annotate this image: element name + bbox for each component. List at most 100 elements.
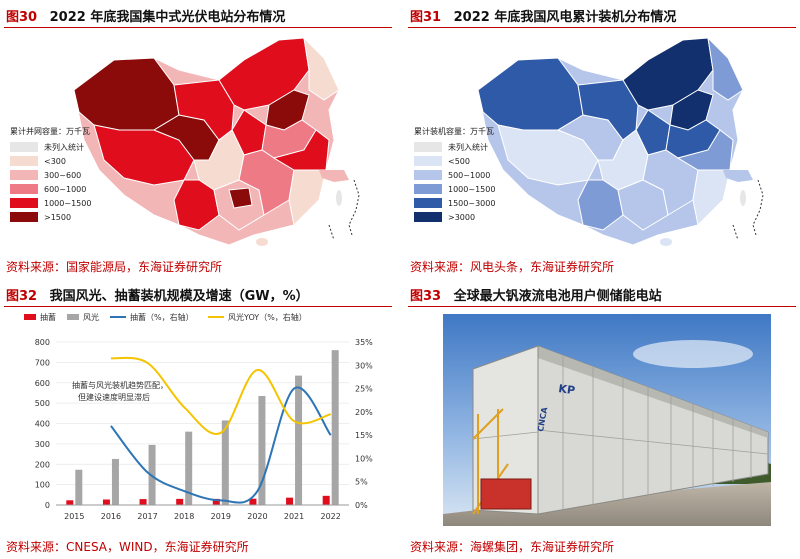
legend-swatch-0	[414, 142, 442, 152]
chart-annotation-line1: 抽蓄与风光装机趋势匹配，	[72, 380, 168, 390]
figure-30-legend-title: 累计并网容量：万千瓦	[10, 126, 90, 136]
y-left-tick-label: 300	[35, 440, 50, 449]
map-region-tibet	[497, 124, 599, 186]
line-pumped-storage-growth	[110, 386, 332, 504]
figure-31-title-text: 2022 年底我国风电累计装机分布情况	[453, 10, 677, 25]
y-right-tick-label: 15%	[355, 431, 373, 440]
legend-label-5: >3000	[448, 213, 475, 222]
y-left-tick-label: 700	[35, 358, 50, 367]
bar-pumped-storage	[139, 499, 147, 505]
photo-sign-kp: KP	[558, 382, 576, 397]
map-region-inner-mongolia	[622, 37, 714, 111]
map-region-northeast	[303, 36, 340, 101]
figure-32-title: 图32 我国风光、抽蓄装机规模及增速（GW，%）	[6, 285, 309, 304]
legend-label: 抽蓄	[40, 312, 56, 322]
legend-swatch-2	[10, 170, 38, 180]
legend-label-3: 1000~1500	[448, 185, 495, 194]
figure-30-title-text: 2022 年底我国集中式光伏电站分布情况	[49, 10, 286, 25]
bar-pumped-storage	[66, 500, 74, 505]
legend-swatch-3	[10, 184, 38, 194]
legend-swatch-1	[10, 156, 38, 166]
legend-label-5: >1500	[44, 213, 71, 222]
figure-32-source: 资料来源：CNESA，WIND，东海证券研究所	[6, 540, 249, 554]
map-region-taiwan	[740, 190, 746, 206]
legend-label-4: 1500~3000	[448, 199, 495, 208]
figure-32-number: 图32	[6, 289, 38, 304]
map-region-southeast	[288, 169, 327, 227]
legend-swatch	[24, 314, 36, 320]
legend-swatch-2	[414, 170, 442, 180]
y-right-tick-label: 35%	[355, 338, 373, 347]
bar-pumped-storage	[322, 495, 330, 505]
x-tick-label: 2015	[64, 512, 84, 521]
y-left-tick-label: 100	[35, 481, 50, 490]
bar-pumped-storage	[176, 498, 184, 505]
legend-label-1: <500	[448, 157, 470, 166]
legend-swatch-1	[414, 156, 442, 166]
figure-31-title: 图31 2022 年底我国风电累计装机分布情况	[410, 6, 676, 25]
figure-33-number: 图33	[410, 289, 442, 304]
x-tick-label: 2022	[321, 512, 341, 521]
map-region-southeast	[692, 169, 731, 227]
figure-31-source: 资料来源：风电头条，东海证券研究所	[410, 260, 615, 274]
map-region-hainan	[660, 238, 672, 246]
y-left-tick-label: 0	[45, 501, 50, 510]
figure-33-title: 图33 全球最大钒液流电池用户侧储能电站	[410, 285, 662, 304]
x-tick-label: 2016	[101, 512, 121, 521]
y-right-tick-label: 0%	[355, 501, 368, 510]
map-region-inner-mongolia	[218, 37, 310, 111]
bar-pumped-storage	[249, 498, 257, 505]
y-right-tick-label: 25%	[355, 385, 373, 394]
legend-label: 抽蓄（%，右轴）	[130, 312, 194, 322]
bar-wind-solar	[111, 458, 119, 505]
legend-label-2: 500~1000	[448, 171, 490, 180]
photo-sign-cnca: CNCA	[536, 406, 549, 433]
y-right-tick-label: 5%	[355, 478, 368, 487]
y-right-tick-label: 20%	[355, 408, 373, 417]
legend-label: 风光YOY（%，右轴）	[228, 312, 307, 322]
map-region-yunnan	[173, 179, 220, 231]
chart-legend: 抽蓄 风光 抽蓄（%，右轴） 风光YOY（%，右轴）	[24, 312, 307, 322]
x-tick-label: 2018	[174, 512, 194, 521]
y-left-tick-label: 600	[35, 379, 50, 388]
chart-lines	[110, 356, 332, 504]
bar-wind-solar	[75, 469, 83, 505]
legend-label-2: 300~600	[44, 171, 81, 180]
figure-32-title-text: 我国风光、抽蓄装机规模及增速（GW，%）	[49, 289, 309, 304]
figure-31-legend: 累计装机容量：万千瓦 未列入统计 <500 500~1000 1000~1500…	[414, 126, 495, 222]
south-china-sea-inset	[319, 170, 360, 241]
figure-30-legend: 累计并网容量：万千瓦 未列入统计 <300 300~600 600~1000 1…	[10, 126, 91, 222]
y-left-tick-label: 800	[35, 338, 50, 347]
south-china-sea-inset	[723, 170, 764, 241]
legend-label-4: 1000~1500	[44, 199, 91, 208]
figure-30-source: 资料来源：国家能源局，东海证券研究所	[6, 260, 223, 274]
bar-wind-solar	[331, 350, 339, 505]
legend-label-0: 未列入统计	[44, 142, 84, 152]
x-tick-label: 2021	[284, 512, 304, 521]
figure-30-title: 图30 2022 年底我国集中式光伏电站分布情况	[6, 6, 285, 25]
wind-solar-pumped-storage-chart: 0 100 200 300 400 500 600 700 800 0% 5% 10% 15% 20% 25…	[24, 312, 373, 521]
bar-wind-solar	[185, 431, 193, 505]
x-tick-label: 2019	[211, 512, 231, 521]
y-right-tick-label: 30%	[355, 361, 373, 370]
figure-30-title-rule	[4, 27, 392, 28]
bar-pumped-storage	[212, 498, 220, 505]
map-region-tibet	[93, 124, 195, 186]
legend-label: 风光	[83, 312, 99, 322]
line-wind-solar-yoy	[110, 356, 331, 435]
bar-wind-solar	[258, 395, 266, 505]
figure-31-legend-title: 累计装机容量：万千瓦	[414, 126, 494, 136]
figure-33-source: 资料来源：海螺集团，东海证券研究所	[410, 540, 615, 554]
vanadium-flow-battery-photo: KP CNCA	[443, 314, 771, 526]
legend-swatch-3	[414, 184, 442, 194]
legend-label-3: 600~1000	[44, 185, 86, 194]
legend-swatch-0	[10, 142, 38, 152]
chart-annotation-line2: 但建设速度明显滞后	[78, 392, 150, 402]
x-tick-label: 2017	[137, 512, 157, 521]
figure-33-title-text: 全球最大钒液流电池用户侧储能电站	[453, 289, 662, 304]
figure-31-title-rule	[408, 27, 796, 28]
legend-swatch-5	[10, 212, 38, 222]
legend-label-1: <300	[44, 157, 66, 166]
y-left-tick-label: 400	[35, 420, 50, 429]
map-region-yunnan	[577, 179, 624, 231]
